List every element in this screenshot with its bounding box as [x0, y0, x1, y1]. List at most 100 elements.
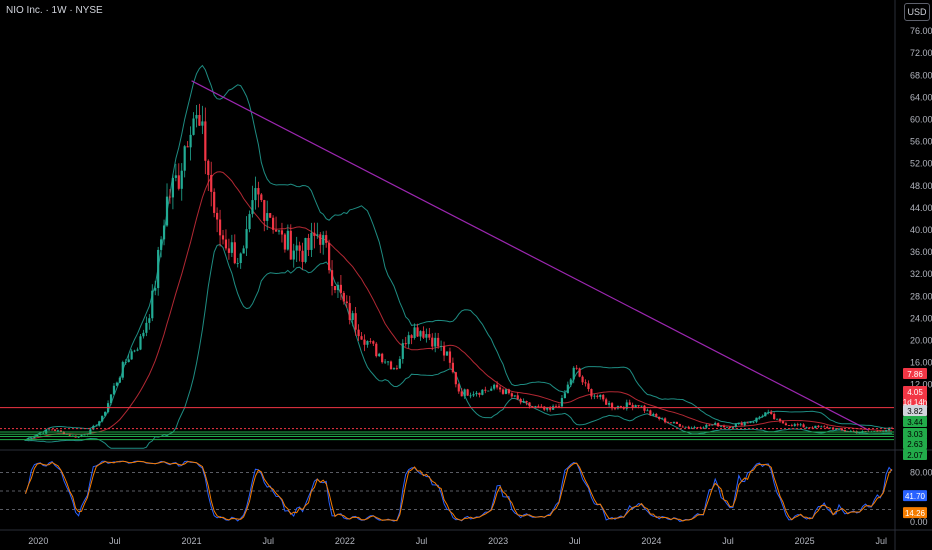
candle-body — [746, 422, 749, 424]
candle-body — [646, 410, 649, 412]
candle-body — [142, 332, 145, 337]
candle-body — [675, 421, 678, 424]
candle-body — [319, 234, 322, 245]
candle — [572, 366, 575, 384]
candle-body — [581, 376, 584, 383]
candle — [386, 360, 390, 366]
candle — [702, 426, 705, 430]
candle — [793, 422, 796, 427]
candle-body — [725, 426, 729, 428]
candle-body — [233, 242, 236, 264]
candle-body — [829, 427, 832, 429]
candle-body — [80, 435, 83, 437]
candle-body — [596, 395, 599, 397]
candle — [510, 392, 513, 399]
candle — [481, 389, 484, 396]
candle-body — [183, 146, 186, 171]
candle-body — [48, 429, 51, 431]
candle-body — [384, 361, 387, 363]
candle — [325, 230, 328, 248]
candle — [655, 412, 658, 418]
candle-body — [490, 388, 493, 391]
price-tick-label: 52.00 — [910, 159, 932, 169]
candle — [460, 388, 463, 397]
candle-body — [469, 395, 472, 397]
candle — [216, 207, 219, 233]
candle-body — [496, 384, 499, 388]
candle-body — [876, 431, 879, 432]
candle — [313, 222, 316, 249]
candle-body — [501, 389, 505, 394]
candle-body — [401, 343, 404, 359]
candle — [775, 418, 779, 420]
candle-body — [330, 270, 334, 286]
candle — [151, 284, 154, 322]
price-label-box: 2.63 — [903, 438, 927, 449]
candle — [525, 400, 528, 406]
candle-body — [213, 191, 216, 213]
candle-body — [478, 392, 481, 395]
time-tick-label: Jul — [262, 536, 274, 546]
price-tick-label: 76.00 — [910, 26, 932, 36]
candle-body — [428, 334, 431, 338]
candle-body — [295, 245, 298, 251]
price-label-box: 7.86 — [903, 368, 927, 379]
price-tick-label: 68.00 — [910, 70, 932, 80]
candle — [743, 421, 746, 427]
candle — [566, 381, 569, 394]
candle-body — [755, 417, 758, 422]
osc-label-box: 14.26 — [903, 507, 927, 519]
candle — [130, 349, 133, 360]
candle — [437, 332, 440, 349]
candle — [369, 338, 372, 344]
candle-body — [154, 288, 157, 291]
candle-body — [425, 334, 428, 338]
candle-body — [522, 401, 525, 403]
candle-body — [549, 407, 552, 410]
candle — [770, 409, 773, 415]
candle-body — [537, 406, 540, 407]
price-label-bg — [903, 396, 927, 407]
candle-body — [507, 389, 510, 394]
candle — [286, 224, 289, 251]
candle — [245, 216, 248, 256]
candle-body — [398, 358, 401, 369]
candle — [448, 347, 452, 368]
candle — [513, 395, 516, 398]
candle-body — [71, 435, 74, 437]
candle-body — [569, 379, 572, 385]
candle-body — [681, 426, 684, 428]
candle-body — [820, 426, 823, 428]
candle — [519, 397, 522, 405]
candle — [375, 342, 378, 358]
candle — [605, 397, 608, 406]
candle-body — [590, 389, 593, 397]
candle — [56, 429, 60, 432]
candle-body — [610, 403, 614, 409]
candle — [98, 420, 101, 427]
candle — [728, 426, 732, 429]
candle — [236, 257, 239, 268]
candle-body — [257, 188, 260, 195]
candle-body — [705, 424, 708, 428]
candle — [260, 193, 263, 203]
candle-body — [286, 230, 289, 250]
candle-body — [708, 424, 711, 426]
candle-body — [634, 405, 637, 408]
candle — [189, 126, 192, 161]
candle — [127, 354, 130, 363]
candle-body — [655, 413, 658, 417]
currency-button[interactable]: USD — [904, 3, 930, 21]
candle-body — [761, 416, 764, 418]
candle-body — [245, 229, 248, 249]
candle-body — [269, 213, 272, 218]
candle-body — [649, 410, 652, 416]
candle — [221, 229, 225, 245]
candle-body — [728, 426, 732, 428]
candle-body — [849, 430, 852, 432]
candle — [251, 185, 254, 218]
symbol-legend[interactable]: NIO Inc. · 1W · NYSE — [6, 5, 103, 16]
candle-body — [528, 402, 531, 407]
candle-body — [767, 411, 770, 413]
